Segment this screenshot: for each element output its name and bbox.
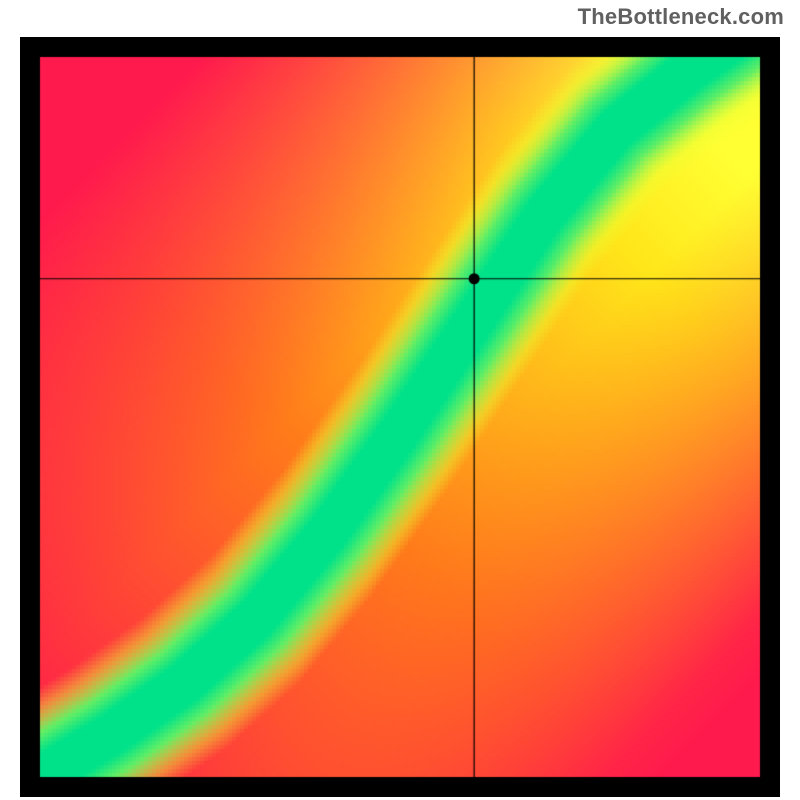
bottleneck-heatmap: [20, 37, 780, 797]
watermark-text: TheBottleneck.com: [578, 4, 784, 30]
